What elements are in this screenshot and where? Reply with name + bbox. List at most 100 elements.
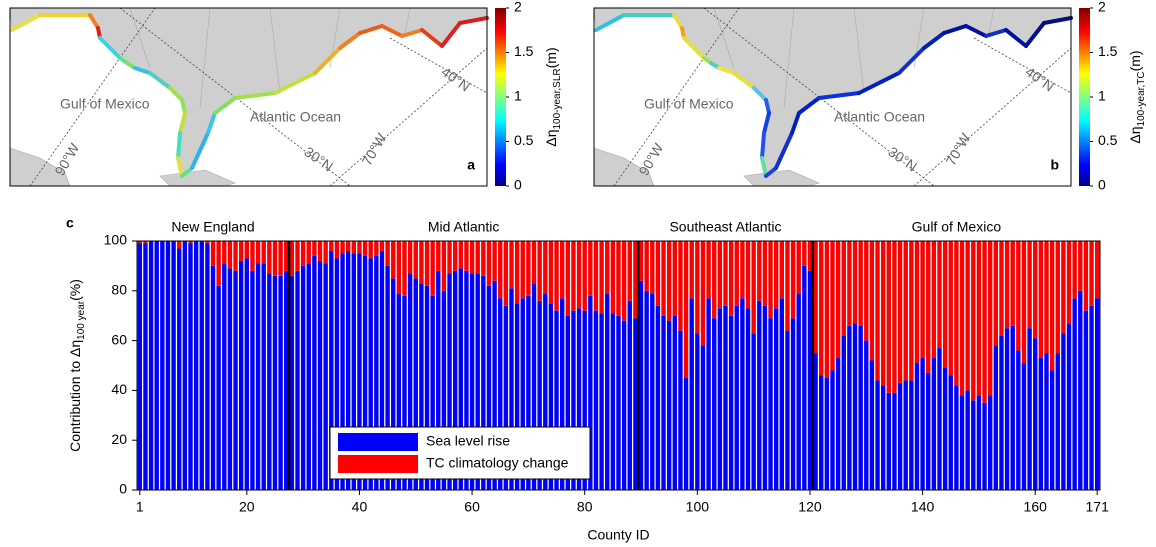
- coastline: [594, 13, 626, 32]
- bar-segment: [633, 241, 638, 319]
- coastline: [817, 91, 861, 100]
- bar-segment: [160, 241, 165, 490]
- legend-label: Sea level rise: [426, 433, 510, 449]
- bar-segment: [582, 310, 587, 490]
- graticule: [29, 7, 156, 187]
- bar-segment: [987, 241, 993, 396]
- bar-segment: [205, 241, 210, 244]
- bar-segment: [695, 241, 700, 334]
- bar-segment: [802, 265, 807, 490]
- bar-segment: [1078, 290, 1083, 490]
- bar-segment: [757, 300, 762, 490]
- bar-segment: [807, 270, 813, 490]
- bar-segment: [520, 298, 525, 490]
- panel-label: c: [66, 215, 74, 231]
- y-tick-label: 40: [111, 381, 127, 397]
- coastline: [984, 28, 1008, 38]
- bar-segment: [993, 345, 999, 490]
- bar-segment: [374, 241, 379, 256]
- y-tick-label: 0: [119, 481, 127, 497]
- state-border: [783, 7, 795, 109]
- bar-segment: [238, 241, 244, 261]
- bar-segment: [582, 241, 587, 311]
- bar-segment: [683, 241, 689, 378]
- bar-segment: [683, 377, 689, 490]
- bar-segment: [492, 280, 497, 490]
- bar-segment: [728, 315, 734, 490]
- coastline: [180, 166, 194, 178]
- bar-segment: [926, 372, 931, 490]
- bar-segment: [357, 253, 362, 490]
- bar-segment: [779, 298, 785, 490]
- bar-segment: [1083, 310, 1089, 490]
- x-tick-label: 100: [686, 499, 710, 515]
- map-frame: [593, 7, 1072, 187]
- bar-segment: [593, 310, 599, 490]
- bar-segment: [520, 241, 525, 299]
- bar-segment: [897, 241, 903, 383]
- bar-segment: [959, 395, 965, 490]
- bar-segment: [588, 295, 593, 490]
- bar-segment: [1061, 241, 1066, 334]
- bar-segment: [576, 241, 582, 309]
- y-axis-label: Contribution to Δη100 year(%): [67, 279, 87, 452]
- bar-segment: [300, 265, 306, 490]
- coastline: [857, 71, 901, 95]
- colorbar-label-part: Δη: [1127, 126, 1143, 143]
- colorbar-label: Δη100-year,SLR(m): [543, 47, 563, 146]
- bar-segment: [284, 241, 289, 271]
- bar-segment: [137, 241, 143, 244]
- bar-segment: [987, 395, 993, 490]
- bar-segment: [773, 308, 779, 490]
- coastline: [732, 71, 756, 90]
- bar-segment: [824, 241, 830, 378]
- bar-segment: [830, 241, 835, 371]
- bar-segment: [768, 241, 773, 319]
- bar-segment: [672, 315, 678, 490]
- state-border: [404, 7, 411, 34]
- bar-segment: [717, 241, 723, 309]
- bar-segment: [323, 241, 328, 264]
- bar-segment: [914, 241, 920, 364]
- bar-segment: [205, 243, 210, 490]
- x-tick-label: 1: [136, 499, 144, 515]
- bar-segment: [222, 241, 227, 264]
- coastline: [133, 66, 152, 75]
- bar-segment: [475, 241, 480, 274]
- coastline: [774, 131, 794, 170]
- bar-segment: [368, 258, 373, 490]
- coastline: [338, 31, 362, 50]
- bar-segment: [543, 293, 548, 490]
- bar-segment: [734, 305, 739, 490]
- bar-segment: [385, 241, 390, 266]
- bar-segment: [858, 241, 863, 326]
- bar-segment: [1033, 338, 1038, 490]
- bar-segment: [858, 325, 863, 490]
- bar-segment: [419, 283, 424, 490]
- bar-segment: [419, 241, 424, 284]
- y-axis-label-part: (%): [67, 279, 83, 301]
- bar-segment: [1033, 241, 1038, 339]
- region-label: Mid Atlantic: [428, 219, 500, 235]
- x-tick-label: 120: [798, 499, 822, 515]
- bar-segment: [723, 241, 728, 306]
- bar-segment: [481, 241, 486, 276]
- bar-segment: [481, 275, 486, 490]
- bar-segment: [503, 305, 509, 490]
- bar-segment: [267, 241, 272, 274]
- bar-segment: [1089, 305, 1094, 490]
- bar-segment: [1027, 241, 1032, 329]
- bar-segment: [819, 241, 824, 376]
- bar-segment: [942, 367, 948, 490]
- bar-segment: [227, 268, 233, 490]
- bar-segment: [1066, 323, 1072, 490]
- bar-segment: [193, 241, 199, 490]
- bar-segment: [897, 382, 903, 490]
- colorbar-label-part: (m): [543, 47, 559, 68]
- bar-segment: [909, 241, 914, 381]
- coastline: [760, 156, 768, 178]
- bar-segment: [740, 241, 745, 299]
- state-border: [853, 7, 865, 94]
- bar-segment: [1083, 241, 1089, 311]
- bar-segment: [565, 315, 571, 490]
